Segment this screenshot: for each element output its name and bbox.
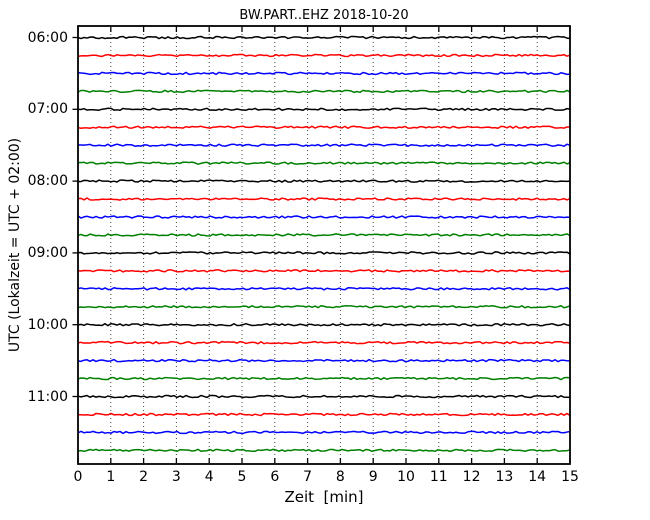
x-axis-label: Zeit [min] [284, 488, 364, 506]
seismogram-trace-0615 [77, 53, 571, 58]
x-tick-label: 13 [495, 469, 514, 485]
seismogram-trace-1000 [77, 322, 571, 327]
seismogram-trace-0830 [77, 215, 571, 219]
seismogram-trace-1130 [77, 430, 571, 435]
x-tick-label: 14 [528, 469, 547, 485]
seismogram-trace-1030 [77, 358, 571, 363]
x-tick-label: 3 [171, 469, 181, 485]
seismogram-trace-0800 [77, 179, 571, 183]
seismogram-trace-0600 [77, 35, 571, 40]
x-tick-label: 11 [429, 469, 448, 485]
x-tick-label: 1 [106, 469, 116, 485]
seismogram-trace-0645 [77, 89, 571, 94]
x-tick-label: 0 [73, 469, 83, 485]
seismogram-trace-1015 [77, 340, 571, 345]
x-tick-label: 7 [303, 469, 313, 485]
seismogram-trace-0915 [77, 269, 571, 273]
x-tick-label: 5 [237, 469, 247, 485]
seismogram-trace-1145 [77, 448, 571, 453]
seismogram-trace-0900 [77, 251, 571, 255]
seismogram-trace-0730 [77, 143, 571, 147]
x-tick-label: 8 [335, 469, 345, 485]
seismogram-trace-1100 [77, 394, 571, 399]
x-tick-label: 10 [397, 469, 415, 485]
x-tick-label: 6 [270, 469, 280, 485]
seismogram-trace-1115 [77, 412, 571, 417]
seismogram-traces [77, 35, 571, 453]
x-tick-label: 9 [368, 469, 378, 485]
y-tick-label: 10:00 [27, 316, 68, 333]
seismogram-trace-0815 [77, 197, 571, 201]
y-tick-label: 06:00 [27, 29, 68, 46]
seismogram-trace-0700 [77, 107, 571, 112]
x-tick-label: 15 [561, 469, 579, 485]
seismogram-trace-1045 [77, 376, 571, 381]
seismogram-trace-0945 [77, 304, 571, 309]
x-tick-label: 2 [139, 469, 149, 485]
seismogram-trace-0845 [77, 233, 571, 237]
x-tick-label: 12 [462, 469, 481, 485]
seismogram-trace-0630 [77, 71, 571, 76]
y-tick-label: 08:00 [27, 173, 68, 190]
y-tick-label: 09:00 [27, 244, 68, 261]
plot-frame [77, 25, 571, 465]
seismogram-trace-0715 [77, 125, 571, 130]
seismogram-trace-0930 [77, 287, 571, 291]
chart-title: BW.PART..EHZ 2018-10-20 [239, 8, 409, 23]
seismogram-trace-0745 [77, 161, 571, 165]
y-tick-label: 07:00 [27, 101, 68, 118]
x-tick-label: 4 [204, 469, 214, 485]
y-tick-label: 11:00 [27, 388, 68, 405]
